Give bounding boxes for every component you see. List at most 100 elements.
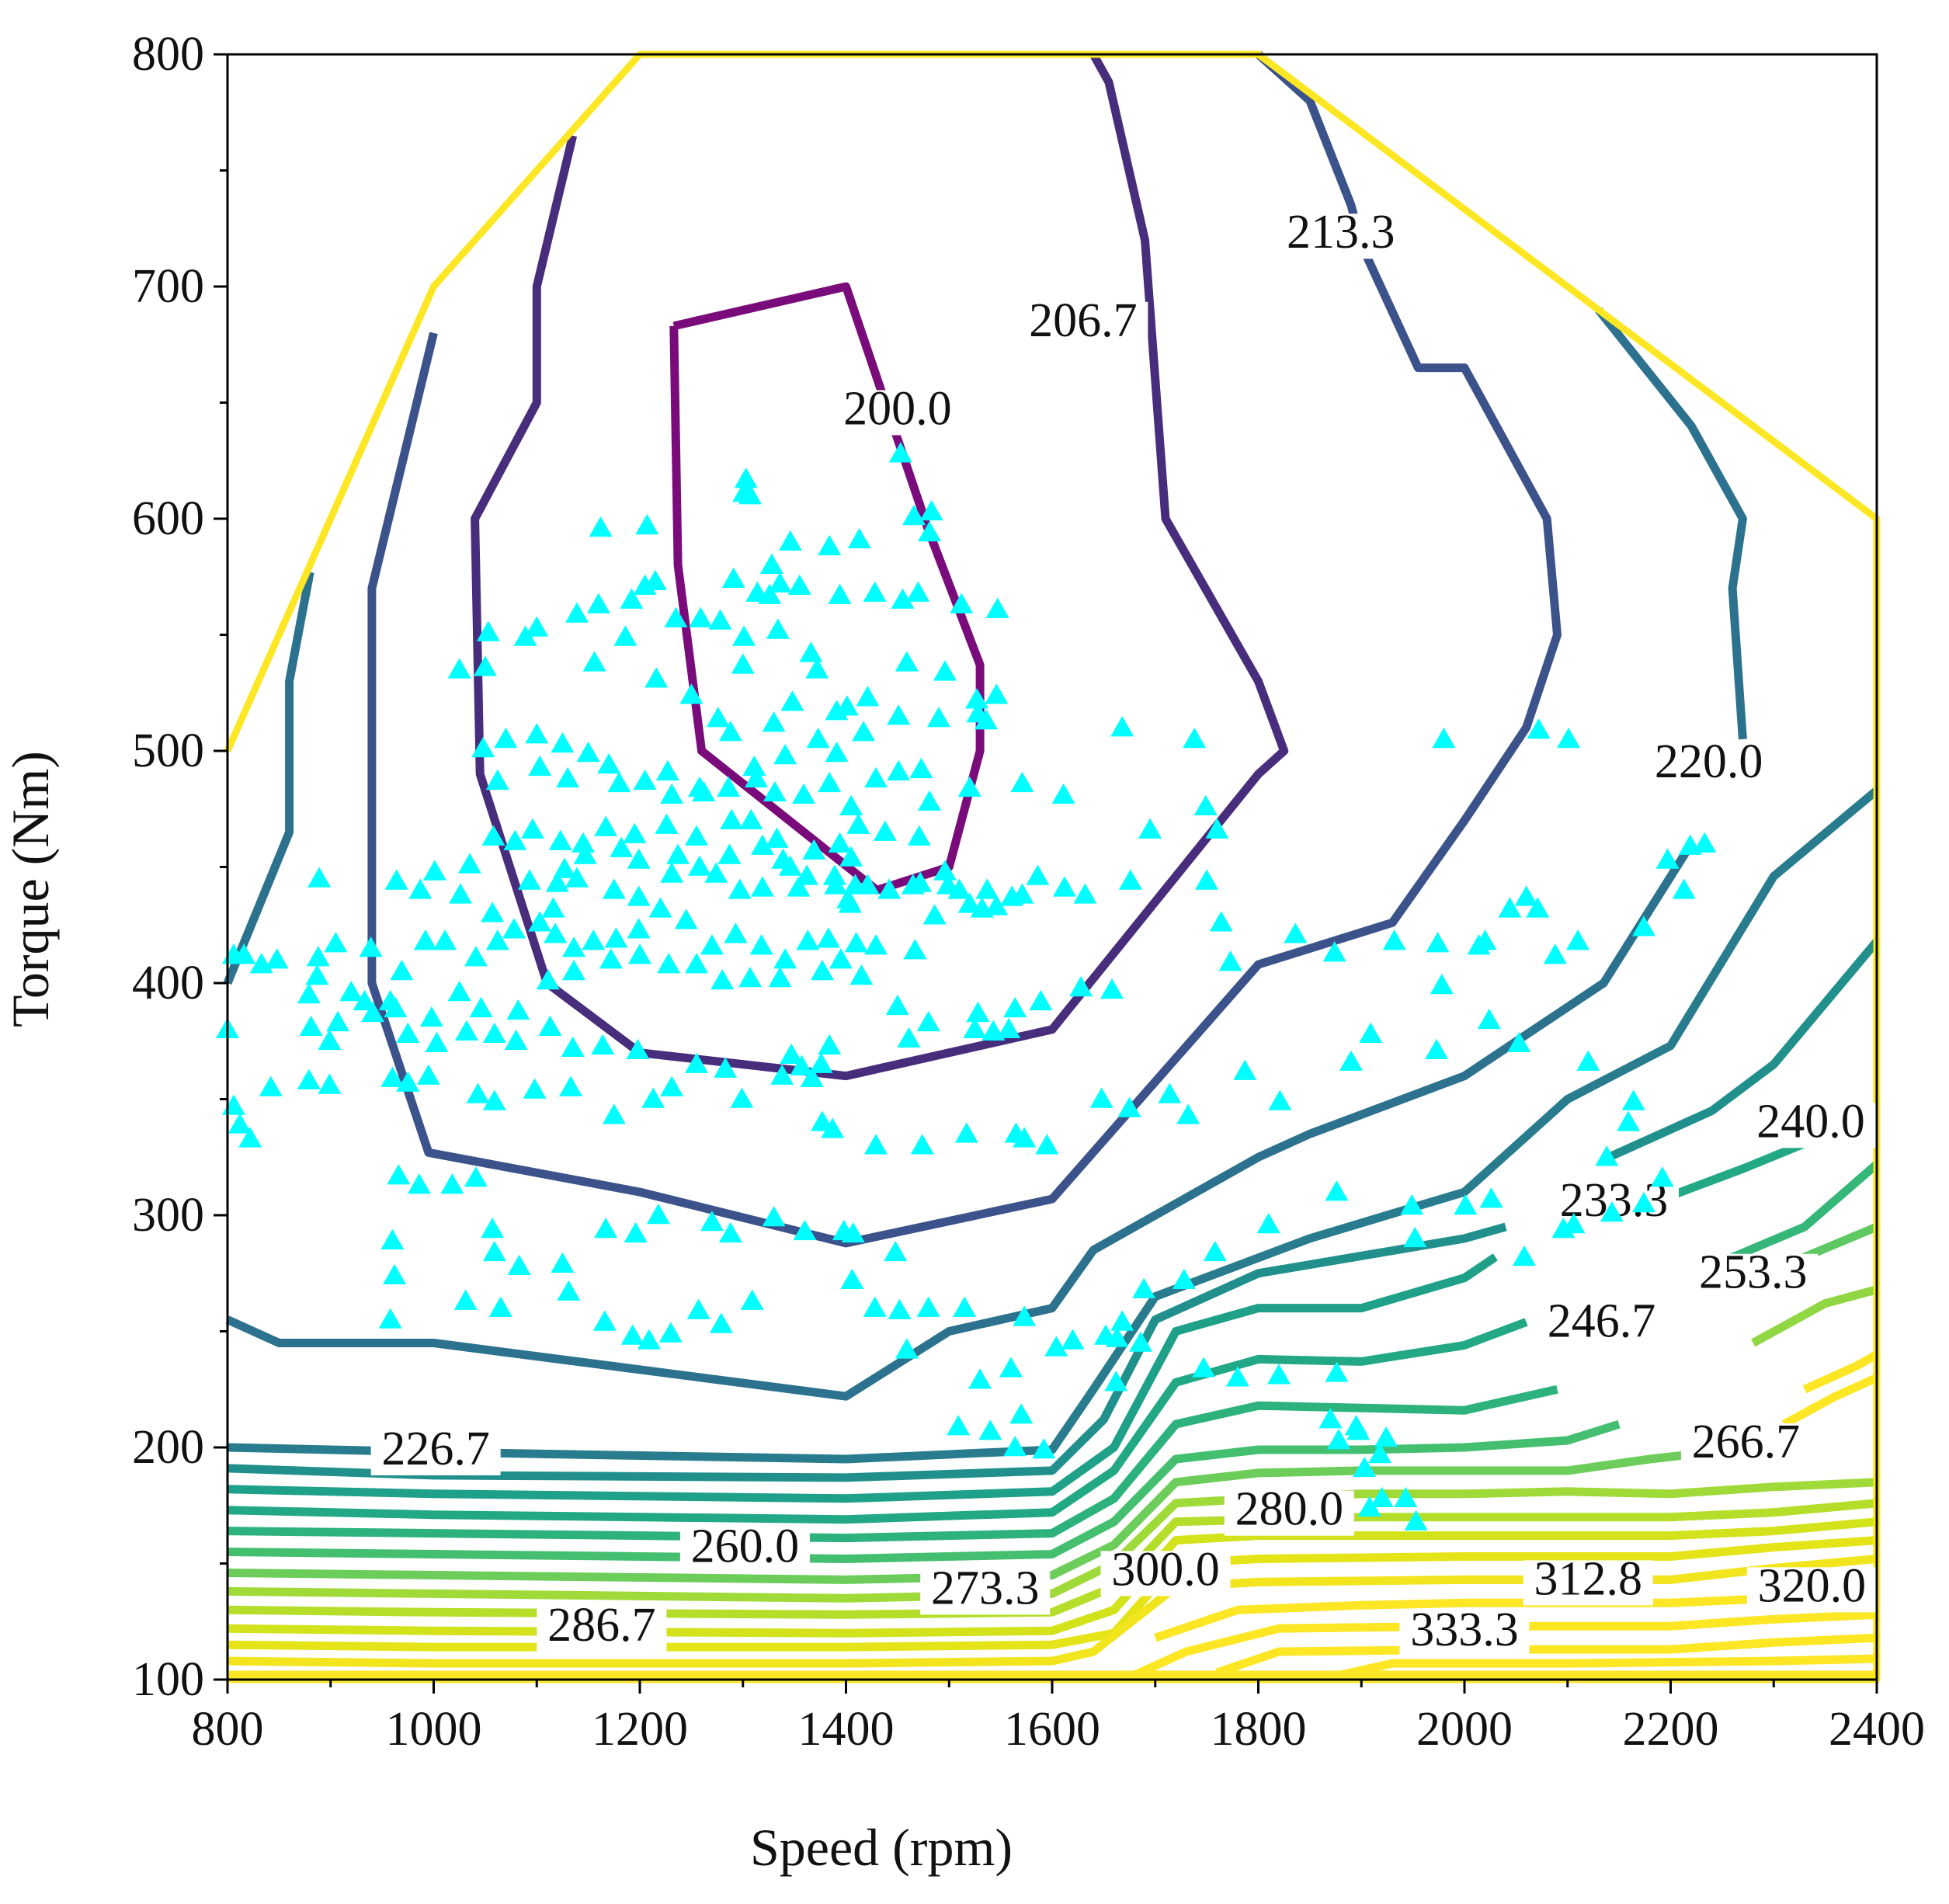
scatter-point [700,934,724,955]
contour-label: 200.0 [843,382,952,435]
scatter-point [965,688,989,709]
scatter-point [562,936,586,957]
scatter-point [299,1015,323,1037]
contour-line-240-0 [1607,938,1881,1162]
scatter-point [724,922,748,943]
scatter-point [856,874,880,895]
scatter-point [730,1087,754,1108]
scatter-point [700,1210,724,1232]
scatter-point [739,808,763,829]
scatter-point [978,1419,1002,1440]
scatter-point [318,1073,342,1094]
scatter-point [457,853,481,874]
scatter-point [513,625,537,646]
scatter-point [1061,1329,1085,1350]
scatter-point [997,1017,1021,1039]
scatter-point [758,583,782,604]
scatter-point [548,829,572,850]
scatter-point [482,1240,506,1262]
scatter-point [419,1006,443,1027]
scatter-point [576,741,600,763]
scatter-point [728,878,752,899]
scatter-point [1368,1442,1392,1464]
scatter-point [1543,943,1567,964]
scatter-point [488,1296,512,1317]
contour-label-bg [1100,1551,1231,1597]
scatter-point [985,895,1009,916]
y-tick-label: 600 [132,492,204,545]
scatter-point [657,953,681,974]
scatter-point [297,1068,321,1089]
scatter-point [839,846,863,867]
scatter-point [718,721,742,742]
scatter-point [623,822,647,843]
scatter-point [1322,941,1346,962]
scatter-point [602,878,626,899]
scatter-point [482,1022,506,1044]
scatter-point [749,934,773,955]
scatter-point [679,683,704,704]
scatter-point [655,759,679,781]
scatter-point [922,904,947,925]
scatter-point [795,864,819,885]
scatter-point [885,994,909,1016]
scatter-point [1026,864,1050,885]
scatter-point [396,1071,420,1092]
scatter-point [607,771,631,793]
scatter-point [1370,1486,1394,1508]
scatter-point [1267,1364,1291,1385]
scatter-point [933,660,957,681]
scatter-point [738,484,763,505]
scatter-point [687,855,711,876]
scatter-point [559,1075,583,1096]
contour-line-273-3 [1751,1285,1878,1347]
scatter-point [863,934,888,955]
scatter-point [571,832,595,853]
scatter-point [538,1015,562,1037]
scatter-point [1073,883,1097,904]
scatter-point [884,1240,908,1262]
scatter-point [557,1280,581,1301]
scatter-point [589,516,613,537]
scatter-point [520,818,544,839]
scatter-point [573,843,597,864]
scatter-point [926,707,950,728]
scatter-point [562,960,586,981]
scatter-point [685,1052,709,1073]
scatter-point [655,813,679,834]
scatter-point [692,780,716,802]
scatter-point [1678,834,1702,855]
scatter-point [771,848,795,869]
scatter-point [228,1113,252,1134]
scatter-point [792,783,816,804]
scatter-point [259,1075,283,1096]
scatter-point [1192,1357,1216,1378]
contour-line-266-7 [227,1450,1692,1584]
scatter-point [326,1010,350,1032]
scatter-point [887,759,911,781]
scatter-point [839,794,863,816]
scatter-point [447,980,471,1002]
scatter-point [947,878,971,899]
scatter-point [481,902,505,922]
contour-line-286-7 [227,1517,1878,1638]
scatter-point [787,876,811,897]
scatter-point [1621,1089,1645,1110]
contour-line-340-0 [1802,1350,1879,1394]
scatter-point [818,534,842,556]
scatter-point [1325,1361,1349,1382]
x-tick-label: 1800 [1211,1703,1307,1756]
scatter-point [582,929,606,950]
scatter-point [1110,1310,1134,1331]
scatter-point [597,752,621,774]
scatter-point [800,1066,824,1087]
contour-label-bg [1399,1611,1530,1657]
scatter-point [685,825,709,846]
scatter-point [318,1029,342,1050]
scatter-point [541,897,565,918]
scatter-point [1003,996,1027,1018]
contour-label-bg [1680,1423,1811,1468]
scatter-point [604,927,628,948]
scatter-point [1430,973,1454,995]
scatter-point [1172,1268,1196,1289]
